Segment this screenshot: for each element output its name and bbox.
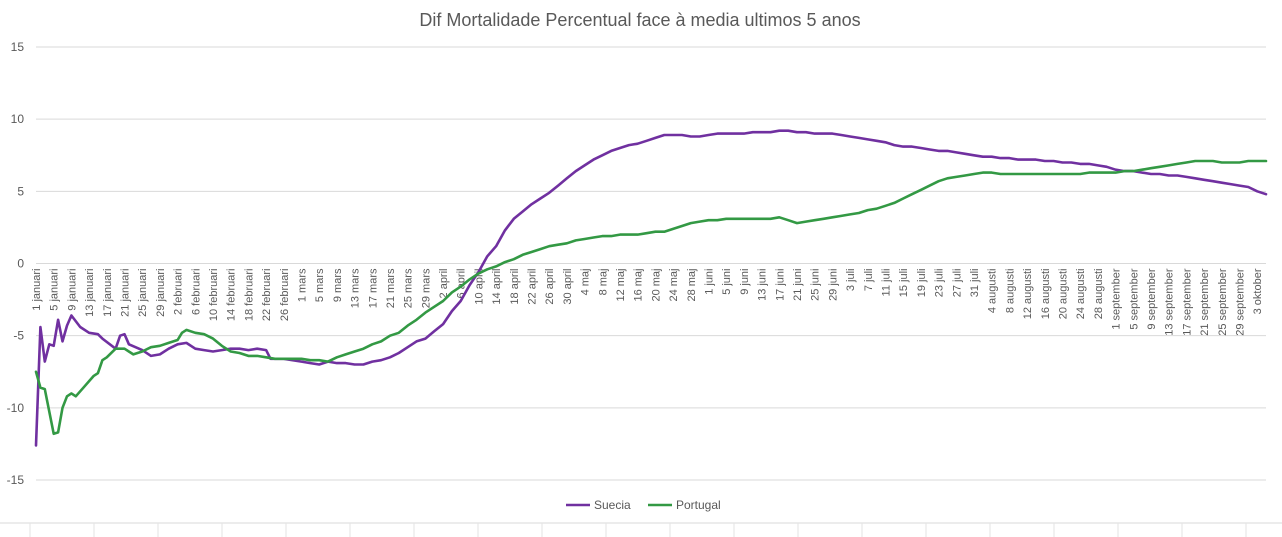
x-tick-label: 25 september xyxy=(1217,268,1229,336)
legend-label: Suecia xyxy=(594,498,631,512)
legend-label: Portugal xyxy=(676,498,721,512)
y-tick-label: 0 xyxy=(17,257,24,271)
x-tick-label: 29 juni xyxy=(827,269,839,301)
y-tick-label: -5 xyxy=(13,329,24,343)
y-tick-label: 5 xyxy=(17,184,24,198)
y-axis: 15 10 5 0 -5 -10 -15 xyxy=(7,40,25,487)
x-tick-label: 5 juni xyxy=(721,269,733,295)
x-tick-label: 31 juli xyxy=(969,269,981,298)
x-tick-label: 22 februari xyxy=(261,269,273,322)
x-tick-label: 8 maj xyxy=(597,269,609,296)
x-tick-label: 25 januari xyxy=(137,269,149,317)
y-tick-label: 10 xyxy=(11,112,25,126)
x-tick-label: 10 april xyxy=(473,269,485,305)
x-tick-label: 22 april xyxy=(527,269,539,305)
x-tick-label: 17 januari xyxy=(102,269,114,317)
x-tick-label: 1 juni xyxy=(704,269,716,295)
x-tick-label: 3 juli xyxy=(845,269,857,292)
y-tick-label: 15 xyxy=(11,40,25,54)
x-tick-label: 1 september xyxy=(1111,268,1123,329)
x-tick-label: 21 september xyxy=(1199,268,1211,336)
y-tick-label: -10 xyxy=(7,401,25,415)
x-tick-label: 29 januari xyxy=(155,269,167,317)
y-tick-label: -15 xyxy=(7,473,25,487)
x-tick-label: 10 februari xyxy=(208,269,220,322)
gridlines xyxy=(36,46,1266,481)
x-tick-label: 26 februari xyxy=(279,269,291,322)
x-tick-label: 4 maj xyxy=(580,269,592,296)
x-tick-label: 13 juni xyxy=(757,269,769,301)
x-tick-label: 13 mars xyxy=(350,268,362,308)
x-tick-label: 4 augusti xyxy=(987,269,999,314)
x-tick-label: 7 juli xyxy=(863,269,875,292)
x-tick-label: 21 mars xyxy=(385,268,397,308)
x-tick-label: 28 maj xyxy=(686,269,698,302)
x-tick-label: 17 juni xyxy=(774,269,786,301)
x-tick-label: 17 mars xyxy=(367,268,379,308)
x-tick-label: 14 april xyxy=(491,269,503,305)
x-tick-label: 1 januari xyxy=(31,269,43,311)
x-tick-label: 23 juli xyxy=(934,269,946,298)
x-tick-label: 3 oktober xyxy=(1252,268,1264,314)
x-axis: 1 januari 5 januari 9 januari 13 januari 17 … xyxy=(31,268,1264,336)
x-tick-label: 13 september xyxy=(1164,268,1176,336)
x-tick-label: 6 april xyxy=(456,269,468,299)
x-tick-label: 16 maj xyxy=(633,269,645,302)
x-tick-label: 20 augusti xyxy=(1057,269,1069,320)
x-tick-label: 30 april xyxy=(562,269,574,305)
x-tick-label: 5 september xyxy=(1128,268,1140,329)
x-tick-label: 5 januari xyxy=(49,269,61,311)
bottom-strip xyxy=(0,522,1282,537)
x-tick-label: 25 mars xyxy=(403,268,415,308)
chart-title: Dif Mortalidade Percentual face à media … xyxy=(419,10,860,30)
x-tick-label: 29 mars xyxy=(420,268,432,308)
x-tick-label: 19 juli xyxy=(916,269,928,298)
x-tick-label: 16 augusti xyxy=(1040,269,1052,320)
x-tick-label: 12 augusti xyxy=(1022,269,1034,320)
series-line-portugal xyxy=(34,159,1268,436)
x-tick-label: 26 april xyxy=(544,269,556,305)
x-tick-label: 11 juli xyxy=(880,269,892,297)
x-tick-label: 24 augusti xyxy=(1075,269,1087,320)
x-tick-label: 25 juni xyxy=(810,269,822,301)
x-tick-label: 27 juli xyxy=(951,269,963,298)
x-tick-label: 6 februari xyxy=(190,269,202,315)
x-tick-label: 2 april xyxy=(438,269,450,299)
x-tick-label: 1 mars xyxy=(296,268,308,302)
legend: Suecia Portugal xyxy=(566,498,721,512)
x-tick-label: 21 juni xyxy=(792,269,804,301)
x-tick-label: 18 februari xyxy=(243,269,255,322)
x-tick-label: 9 mars xyxy=(332,268,344,302)
x-tick-label: 15 juli xyxy=(898,269,910,298)
x-tick-label: 13 januari xyxy=(84,269,96,317)
x-tick-label: 9 januari xyxy=(66,269,78,311)
x-tick-label: 9 september xyxy=(1146,268,1158,329)
x-tick-label: 5 mars xyxy=(314,268,326,302)
x-tick-label: 21 januari xyxy=(119,269,131,317)
x-tick-label: 18 april xyxy=(509,269,521,305)
x-tick-label: 24 maj xyxy=(668,269,680,302)
x-tick-label: 29 september xyxy=(1234,268,1246,336)
x-tick-label: 14 februari xyxy=(226,269,238,322)
x-tick-label: 20 maj xyxy=(650,269,662,302)
x-tick-label: 28 augusti xyxy=(1093,269,1105,320)
x-tick-label: 17 september xyxy=(1181,268,1193,336)
x-tick-label: 12 maj xyxy=(615,269,627,302)
plot-area xyxy=(34,129,1268,447)
series-line-suecia xyxy=(34,129,1268,447)
x-tick-label: 8 augusti xyxy=(1004,269,1016,314)
x-tick-label: 9 juni xyxy=(739,269,751,295)
x-tick-label: 2 februari xyxy=(173,269,185,315)
